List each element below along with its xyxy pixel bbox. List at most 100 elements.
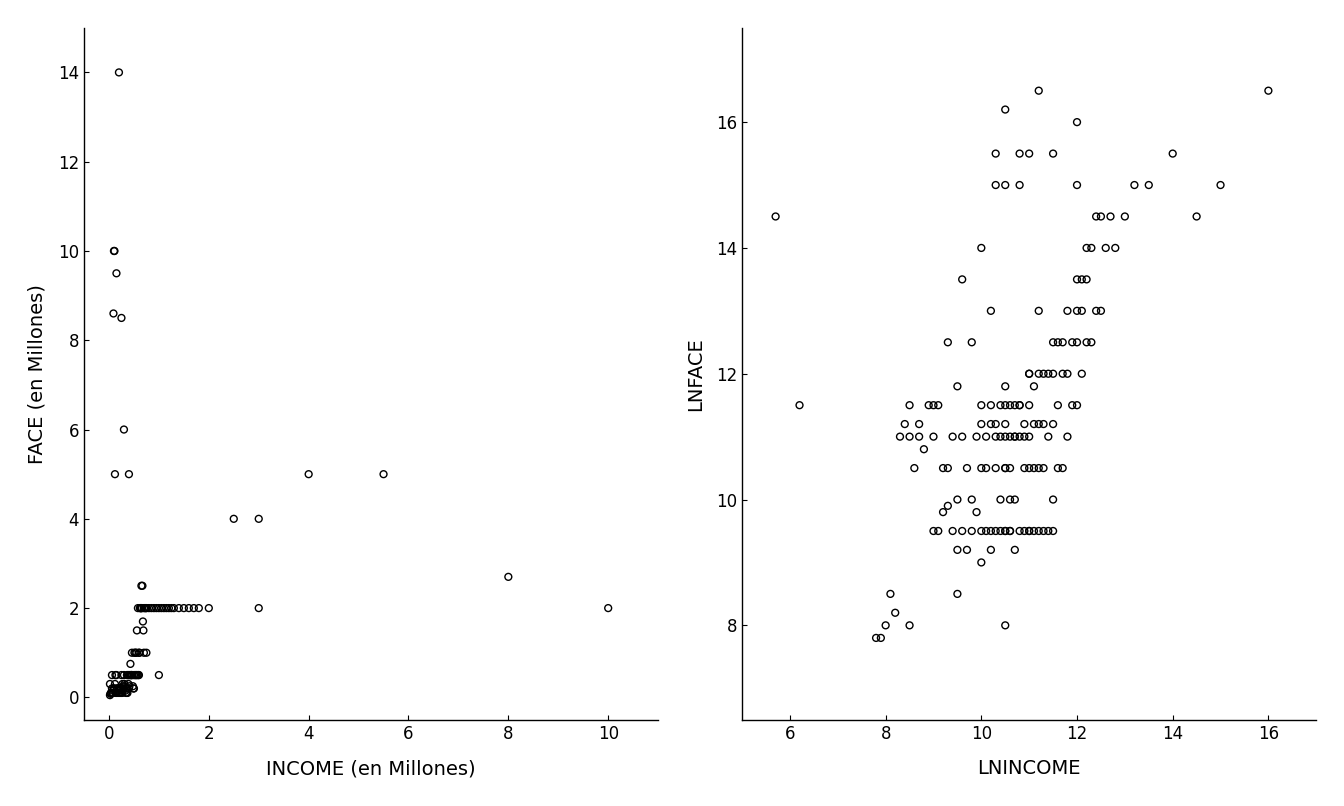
Point	[995, 179, 1016, 192]
X-axis label: INCOME (en Millones): INCOME (en Millones)	[266, 759, 476, 779]
Point	[128, 669, 149, 682]
Point	[99, 688, 121, 700]
Point	[124, 646, 145, 659]
Point	[113, 669, 134, 682]
Point	[1023, 380, 1044, 393]
Point	[1047, 336, 1068, 349]
Point	[122, 682, 144, 695]
Point	[995, 430, 1016, 443]
Point	[249, 513, 270, 526]
Point	[101, 669, 122, 682]
Point	[995, 399, 1016, 412]
Point	[118, 679, 140, 692]
Point	[1028, 525, 1050, 538]
Point	[106, 682, 128, 695]
Point	[198, 601, 219, 614]
Point	[125, 646, 146, 659]
Point	[118, 682, 140, 695]
Point	[126, 646, 148, 659]
Point	[875, 619, 896, 632]
Point	[138, 601, 160, 614]
Point	[985, 179, 1007, 192]
Point	[923, 430, 945, 443]
Point	[1019, 147, 1040, 160]
Point	[122, 669, 144, 682]
Point	[148, 669, 169, 682]
Point	[109, 682, 130, 695]
Point	[1081, 336, 1102, 349]
Point	[970, 462, 992, 475]
Point	[1009, 147, 1031, 160]
Point	[1032, 525, 1054, 538]
Point	[1019, 399, 1040, 412]
Point	[133, 624, 155, 637]
Point	[1019, 525, 1040, 538]
Point	[124, 682, 145, 695]
Point	[101, 687, 122, 700]
Point	[110, 669, 132, 682]
Point	[173, 601, 195, 614]
Point	[903, 462, 925, 475]
Point	[927, 399, 949, 412]
Point	[114, 684, 136, 697]
Point	[110, 311, 132, 324]
Point	[1099, 210, 1121, 223]
Point	[106, 267, 128, 280]
Point	[956, 462, 977, 475]
Point	[144, 601, 165, 614]
Point	[101, 682, 122, 695]
Point	[1066, 305, 1087, 318]
Point	[112, 679, 133, 692]
Point	[946, 588, 968, 600]
Point	[1075, 242, 1097, 255]
Point	[124, 669, 145, 682]
Point	[188, 601, 210, 614]
Point	[105, 669, 126, 682]
Point	[163, 601, 184, 614]
Point	[980, 305, 1001, 318]
Point	[108, 684, 129, 697]
Point	[1000, 525, 1021, 538]
Point	[1004, 430, 1025, 443]
Y-axis label: LNFACE: LNFACE	[685, 337, 704, 410]
Point	[1019, 462, 1040, 475]
Point	[121, 669, 142, 682]
Point	[116, 669, 137, 682]
Point	[125, 669, 146, 682]
Point	[110, 682, 132, 695]
Point	[952, 273, 973, 286]
Point	[980, 525, 1001, 538]
Point	[598, 601, 620, 614]
Point	[961, 525, 982, 538]
Point	[970, 525, 992, 538]
Point	[106, 682, 128, 695]
Point	[116, 687, 137, 700]
Point	[985, 147, 1007, 160]
Point	[1114, 210, 1136, 223]
Point	[105, 687, 126, 700]
Point	[1032, 418, 1054, 430]
Point	[128, 646, 149, 659]
Point	[101, 687, 122, 700]
Point	[952, 525, 973, 538]
Point	[130, 580, 152, 592]
Point	[497, 571, 519, 584]
Point	[156, 601, 177, 614]
Point	[136, 601, 157, 614]
Point	[1009, 525, 1031, 538]
Point	[1013, 525, 1035, 538]
Point	[1009, 179, 1031, 192]
Point	[1013, 462, 1035, 475]
Point	[884, 606, 906, 619]
Point	[899, 399, 921, 412]
Point	[102, 684, 124, 697]
Point	[995, 525, 1016, 538]
X-axis label: LNINCOME: LNINCOME	[977, 759, 1081, 779]
Point	[1105, 242, 1126, 255]
Point	[121, 669, 142, 682]
Point	[128, 669, 149, 682]
Point	[1043, 418, 1064, 430]
Point	[980, 418, 1001, 430]
Point	[1066, 116, 1087, 129]
Point	[1019, 430, 1040, 443]
